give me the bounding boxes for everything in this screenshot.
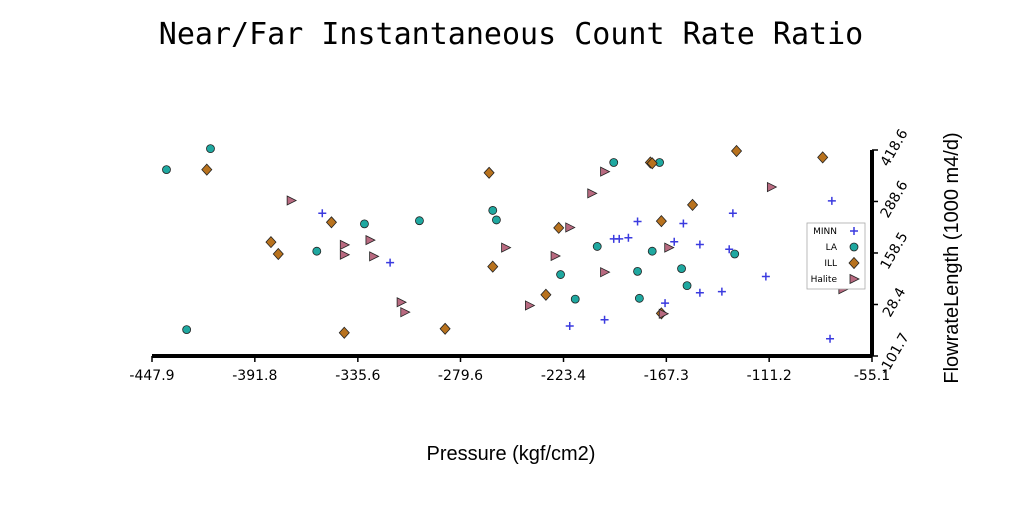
data-point bbox=[828, 197, 836, 205]
data-point bbox=[679, 219, 687, 227]
data-point bbox=[593, 242, 601, 250]
data-point bbox=[266, 237, 276, 248]
axes: -447.9 -391.8 -335.6 -279.6 -223.4 -167.3 -111… bbox=[129, 127, 912, 384]
data-point bbox=[656, 216, 666, 227]
x-tick-label: -391.8 bbox=[232, 368, 277, 384]
x-axis-label: Pressure (kgf/cm2) bbox=[427, 443, 596, 465]
chart-title: Near/Far Instantaneous Count Rate Ratio bbox=[159, 17, 863, 52]
data-point bbox=[339, 327, 349, 338]
data-point bbox=[557, 271, 565, 279]
data-point bbox=[206, 145, 214, 153]
data-point bbox=[634, 218, 642, 226]
data-point bbox=[386, 259, 394, 267]
data-point bbox=[401, 308, 410, 317]
legend: MINN LA ILL Halite bbox=[807, 223, 865, 289]
data-point bbox=[718, 288, 726, 296]
data-point bbox=[588, 189, 597, 198]
legend-label: Halite bbox=[811, 275, 838, 285]
legend-label: ILL bbox=[824, 259, 837, 269]
data-point bbox=[571, 295, 579, 303]
y-tick-label: 158.5 bbox=[878, 230, 912, 273]
series-minn bbox=[318, 197, 836, 343]
x-tick-label: -335.6 bbox=[335, 368, 380, 384]
legend-label: MINN bbox=[813, 227, 837, 237]
data-point bbox=[732, 146, 742, 157]
data-point bbox=[731, 250, 739, 258]
series-la bbox=[162, 145, 738, 334]
data-point bbox=[615, 235, 623, 243]
data-point bbox=[415, 217, 423, 225]
data-point bbox=[287, 196, 296, 205]
data-point bbox=[326, 217, 336, 228]
data-point bbox=[541, 289, 551, 300]
data-point bbox=[696, 240, 704, 248]
series-halite bbox=[287, 167, 848, 318]
x-tick-label: -167.3 bbox=[644, 368, 689, 384]
data-point bbox=[601, 268, 610, 277]
data-point bbox=[397, 298, 406, 307]
data-point bbox=[318, 209, 326, 217]
x-tick-label: -111.2 bbox=[747, 368, 792, 384]
data-point bbox=[202, 164, 212, 175]
data-point bbox=[661, 299, 669, 307]
data-point bbox=[670, 238, 678, 246]
data-point bbox=[551, 251, 560, 260]
data-point bbox=[162, 166, 170, 174]
x-tick-label: -447.9 bbox=[129, 368, 174, 384]
data-point bbox=[818, 152, 828, 163]
x-tick-label: -279.6 bbox=[438, 368, 483, 384]
data-point bbox=[502, 243, 511, 252]
data-point bbox=[665, 243, 674, 252]
data-point bbox=[525, 301, 534, 310]
data-point bbox=[340, 240, 349, 249]
data-point bbox=[688, 199, 698, 210]
data-point bbox=[183, 326, 191, 334]
data-point bbox=[554, 222, 564, 233]
data-point bbox=[488, 261, 498, 272]
data-point bbox=[762, 273, 770, 281]
data-point bbox=[492, 216, 500, 224]
data-point bbox=[566, 322, 574, 330]
data-point bbox=[826, 335, 834, 343]
data-point bbox=[648, 247, 656, 255]
series-ill bbox=[202, 146, 828, 339]
data-point bbox=[440, 323, 450, 334]
legend-label: LA bbox=[826, 243, 838, 253]
y-tick-label: 28.4 bbox=[880, 285, 909, 320]
y-tick-label: 418.6 bbox=[878, 127, 912, 170]
data-point bbox=[489, 206, 497, 214]
y-tick-label: 288.6 bbox=[878, 178, 912, 221]
data-point bbox=[683, 282, 691, 290]
data-point bbox=[360, 220, 368, 228]
data-point bbox=[635, 294, 643, 302]
data-point bbox=[624, 234, 632, 242]
data-point bbox=[634, 267, 642, 275]
x-tick-label: -223.4 bbox=[541, 368, 586, 384]
plot-area bbox=[162, 145, 847, 343]
data-point bbox=[678, 265, 686, 273]
data-point bbox=[601, 167, 610, 176]
legend-marker bbox=[850, 243, 858, 251]
y-tick-label: -101.7 bbox=[876, 330, 912, 377]
data-point bbox=[566, 223, 575, 232]
y-axis-label: FlowrateLength (1000 m4/d) bbox=[941, 132, 963, 383]
data-point bbox=[767, 183, 776, 192]
data-point bbox=[273, 248, 283, 259]
data-point bbox=[313, 247, 321, 255]
data-point bbox=[601, 316, 609, 324]
data-point bbox=[610, 159, 618, 167]
data-point bbox=[366, 236, 375, 245]
data-point bbox=[729, 209, 737, 217]
data-point bbox=[340, 250, 349, 259]
data-point bbox=[370, 252, 379, 261]
data-point bbox=[484, 167, 494, 178]
data-point bbox=[696, 289, 704, 297]
